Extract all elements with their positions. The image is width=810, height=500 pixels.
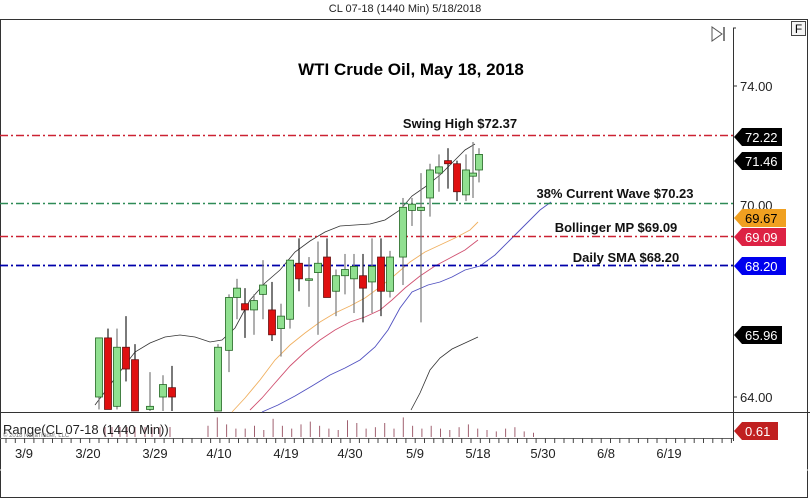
candle-up <box>314 262 322 273</box>
x-tick-label: 6/8 <box>597 446 615 461</box>
candle-up <box>435 166 443 174</box>
bollinger-mp-label: Bollinger MP $69.09 <box>555 220 678 235</box>
sma-orange-line <box>231 221 479 413</box>
candle-down <box>104 337 112 410</box>
svg-text:68.20: 68.20 <box>745 259 778 274</box>
price-tag-71-46: 71.46 <box>734 152 782 170</box>
candle-up <box>113 346 121 407</box>
candlestick-series <box>95 141 483 412</box>
candle-up <box>159 384 167 398</box>
candle-down <box>444 160 452 165</box>
candle-up <box>286 259 294 320</box>
indicator-label: Range(CL 07-18 (1440 Min)) <box>3 422 169 437</box>
lower-band-line <box>410 336 479 411</box>
fib-38-label: 38% Current Wave $70.23 <box>536 186 693 201</box>
candle-up <box>475 154 483 171</box>
svg-text:69.09: 69.09 <box>745 230 778 245</box>
watermark: © 2018 NinjaTrader, LLC <box>3 432 70 439</box>
axis-bracket <box>733 27 736 34</box>
price-tag-72-22: 72.22 <box>734 128 782 146</box>
x-tick-label: 5/18 <box>465 446 490 461</box>
sma-blue-line <box>261 201 552 413</box>
candle-down <box>295 262 303 280</box>
candle-up <box>426 169 434 199</box>
candle-down <box>131 359 139 412</box>
range-value-tag: 0.61 <box>734 422 778 440</box>
x-tick-label: 4/10 <box>206 446 231 461</box>
candle-up <box>146 405 154 410</box>
candle-up <box>469 172 477 177</box>
candle-down <box>122 346 130 370</box>
daily-sma-label: Daily SMA $68.20 <box>573 250 679 265</box>
candle-up <box>417 206 425 211</box>
y-tick-64: 64.00 <box>740 390 773 405</box>
price-tag-65-96: 65.96 <box>734 326 782 344</box>
candle-up <box>386 256 394 292</box>
price-tag-69-67: 69.67 <box>734 209 786 227</box>
bollinger-upper-line <box>94 143 476 406</box>
x-tick-label: 5/9 <box>406 446 424 461</box>
candle-up <box>462 169 470 196</box>
x-tick-label: 6/19 <box>656 446 681 461</box>
x-tick-label: 3/20 <box>75 446 100 461</box>
candle-up <box>233 287 241 298</box>
x-tick-label: 3/29 <box>142 446 167 461</box>
candle-down <box>323 256 331 298</box>
time-axis-ticks <box>5 438 732 443</box>
svg-text:65.96: 65.96 <box>745 328 778 343</box>
candle-up <box>341 269 349 277</box>
chart-window-title: CL 07-18 (1440 Min) 5/18/2018 <box>328 3 482 15</box>
chart-frame <box>0 19 808 498</box>
candle-down <box>453 163 461 193</box>
svg-text:71.46: 71.46 <box>745 154 778 169</box>
price-tag-69-09: 69.09 <box>734 228 786 246</box>
candle-up <box>250 300 258 311</box>
f-button[interactable]: F <box>791 21 806 36</box>
candle-down <box>241 303 249 311</box>
y-tick-74: 74.00 <box>740 79 773 94</box>
range-indicator-bars <box>104 417 534 437</box>
candle-up <box>225 297 233 351</box>
x-tick-label: 5/30 <box>530 446 555 461</box>
candle-up <box>95 337 103 398</box>
sma-pink-line <box>249 239 479 411</box>
candle-up <box>350 265 358 280</box>
candle-up <box>305 278 313 281</box>
candle-up <box>332 275 340 292</box>
time-axis-labels: 3/9 3/20 3/29 4/10 4/19 4/30 5/9 5/18 5/30 6/8 6/1… <box>15 446 682 461</box>
x-tick-label: 3/9 <box>15 446 33 461</box>
candle-down <box>168 387 176 398</box>
x-tick-label: 4/19 <box>273 446 298 461</box>
price-tag-68-20: 68.20 <box>734 257 786 275</box>
candle-up <box>214 346 222 412</box>
chart-title: WTI Crude Oil, May 18, 2018 <box>298 60 524 79</box>
candle-up <box>368 265 376 283</box>
candle-up <box>408 203 416 211</box>
candle-up <box>259 284 267 295</box>
candle-down <box>359 275 367 289</box>
x-tick-label: 4/30 <box>337 446 362 461</box>
svg-text:69.67: 69.67 <box>745 211 778 226</box>
swing-high-label: Swing High $72.37 <box>403 116 517 131</box>
candle-down <box>268 309 276 336</box>
svg-text:0.61: 0.61 <box>745 424 770 439</box>
candle-up <box>399 206 407 258</box>
candle-up <box>277 315 285 329</box>
svg-text:72.22: 72.22 <box>745 130 778 145</box>
candle-down <box>377 256 385 292</box>
skip-to-end-icon[interactable] <box>711 26 725 42</box>
